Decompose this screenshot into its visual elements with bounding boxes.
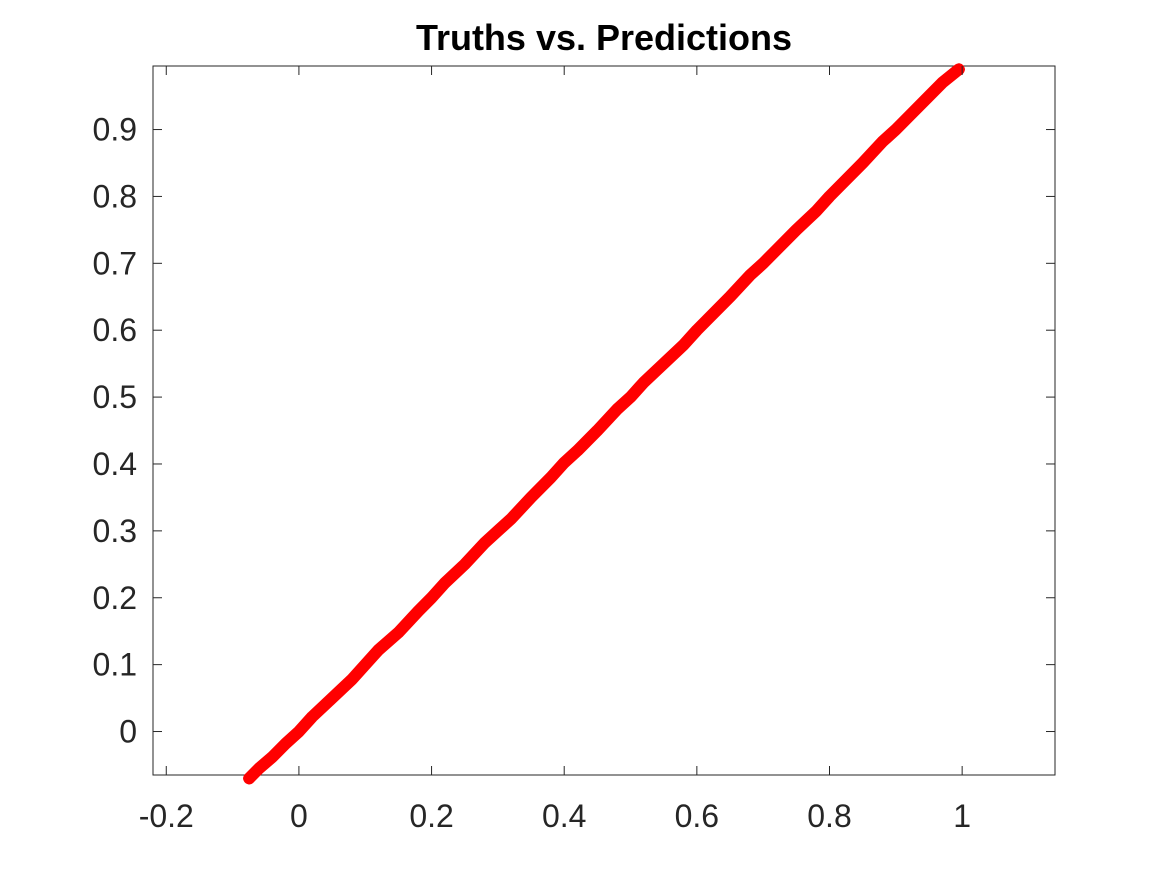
series-band [243, 63, 965, 785]
x-tick-label: 0.8 [807, 798, 851, 834]
data-point [724, 290, 737, 303]
data-point [266, 750, 279, 763]
data-point [624, 391, 637, 404]
data-point [478, 536, 491, 549]
y-axis-tick-labels: 0 0.1 0.2 0.3 0.4 0.5 0.6 0.7 0.8 0.9 [93, 112, 137, 750]
data-point [591, 424, 604, 437]
y-tick-label: 0.8 [93, 178, 137, 214]
data-point [922, 90, 935, 103]
x-tick-label: -0.2 [139, 798, 194, 834]
y-tick-label: 0.9 [93, 112, 137, 148]
y-tick-label: 0.7 [93, 245, 137, 281]
y-tick-label: 0.5 [93, 379, 137, 415]
x-tick-label: 0.6 [675, 798, 719, 834]
data-point [544, 471, 557, 484]
data-point [243, 772, 256, 785]
data-point [279, 737, 292, 750]
data-point [491, 524, 504, 537]
y-tick-label: 0.3 [93, 513, 137, 549]
data-point [253, 762, 266, 775]
data-point [372, 643, 385, 656]
x-tick-label: 0.2 [409, 798, 453, 834]
y-tick-label: 0.4 [93, 446, 137, 482]
data-point [558, 456, 571, 469]
data-point [889, 123, 902, 136]
data-point [704, 310, 717, 323]
plot-area [152, 65, 1056, 776]
data-point [345, 673, 358, 686]
data-point [458, 558, 471, 571]
data-point [505, 512, 518, 525]
data-point [306, 710, 319, 723]
chart-title: Truths vs. Predictions [416, 17, 792, 58]
data-point [438, 577, 451, 590]
data-point [611, 403, 624, 416]
y-tick-label: 0.1 [93, 647, 137, 683]
data-point [770, 243, 783, 256]
data-point [412, 605, 425, 618]
y-tick-label: 0.6 [93, 312, 137, 348]
axis-ticks [153, 66, 1055, 775]
data-point [392, 626, 405, 639]
data-point [690, 324, 703, 337]
data-point [425, 591, 438, 604]
data-point [823, 190, 836, 203]
data-point [637, 376, 650, 389]
data-point [790, 223, 803, 236]
data-point [836, 177, 849, 190]
y-tick-label: 0 [119, 714, 137, 750]
data-point [525, 491, 538, 504]
data-point [856, 156, 869, 169]
data-point [876, 135, 889, 148]
y-tick-label: 0.2 [93, 580, 137, 616]
x-axis-tick-labels: -0.2 0 0.2 0.4 0.6 0.8 1 [139, 798, 971, 834]
data-layer [243, 63, 965, 785]
data-point [326, 692, 339, 705]
data-point [359, 658, 372, 671]
x-tick-label: 0 [290, 798, 308, 834]
data-point [936, 76, 949, 89]
data-point [810, 205, 823, 218]
data-point [743, 269, 756, 282]
data-point [757, 257, 770, 270]
data-point [677, 338, 690, 351]
data-point [657, 357, 670, 370]
data-point [952, 63, 965, 76]
data-point [571, 444, 584, 457]
x-tick-label: 0.4 [542, 798, 586, 834]
data-point [903, 110, 916, 123]
x-tick-label: 1 [953, 798, 971, 834]
data-point [292, 725, 305, 738]
